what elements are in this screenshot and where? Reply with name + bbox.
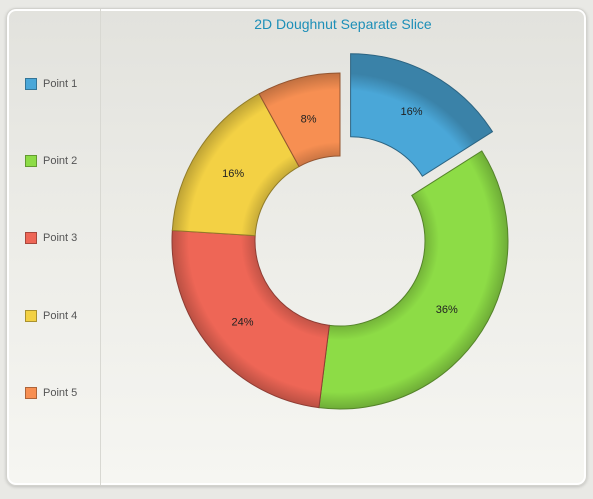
legend-label: Point 2 [43, 155, 78, 167]
slice-label-point-2: 36% [436, 304, 458, 316]
legend-swatch [25, 310, 37, 322]
chart-title: 2D Doughnut Separate Slice [254, 16, 432, 32]
slice-point-3[interactable] [171, 229, 330, 409]
slice-label-point-4: 16% [222, 168, 244, 180]
legend-label: Point 1 [43, 78, 78, 90]
legend-label: Point 3 [43, 232, 78, 244]
legend-item-point-5[interactable]: Point 5 [25, 386, 77, 400]
slice-point-2[interactable] [318, 150, 509, 410]
legend-label: Point 5 [43, 387, 78, 399]
legend-swatch [25, 78, 37, 90]
legend-item-point-2[interactable]: Point 2 [25, 154, 77, 168]
legend-item-point-3[interactable]: Point 3 [25, 231, 77, 245]
slice-point-5[interactable] [258, 72, 341, 168]
legend-item-point-1[interactable]: Point 1 [25, 77, 77, 91]
legend: Point 1 Point 2 Point 3 Point 4 Point 5 [7, 9, 101, 485]
legend-swatch [25, 387, 37, 399]
slice-label-point-5: 8% [301, 113, 317, 125]
doughnut-plot: 16% 36% 24% 16% 8% [171, 53, 509, 410]
legend-swatch [25, 155, 37, 167]
legend-swatch [25, 232, 37, 244]
slice-label-point-3: 24% [232, 317, 254, 329]
slice-point-1[interactable] [350, 53, 494, 177]
slice-label-point-1: 16% [401, 106, 423, 118]
legend-item-point-4[interactable]: Point 4 [25, 309, 77, 323]
legend-label: Point 4 [43, 310, 78, 322]
chart-frame: Point 1 Point 2 Point 3 Point 4 Point 5 … [6, 8, 587, 486]
